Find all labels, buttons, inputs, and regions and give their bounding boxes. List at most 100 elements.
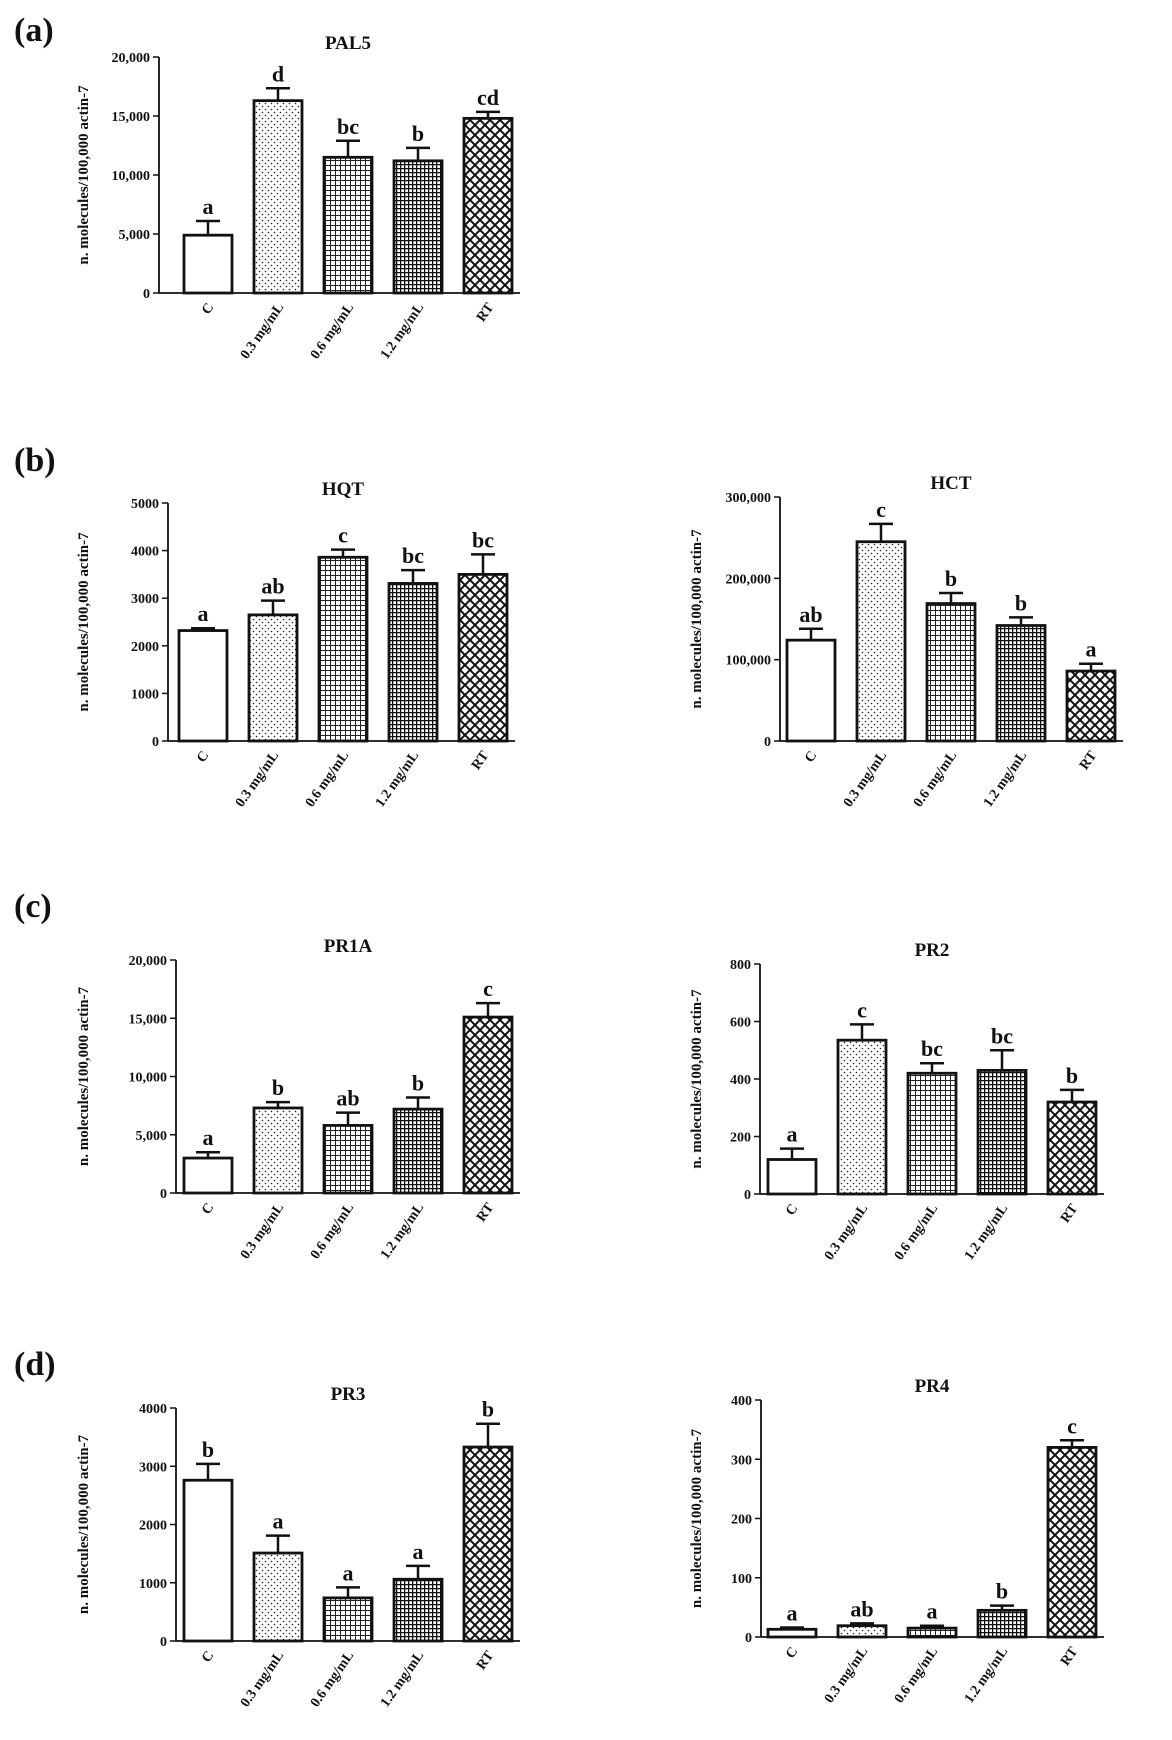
x-tick-label: RT bbox=[474, 300, 498, 325]
x-tick-label: C bbox=[802, 749, 820, 766]
significance-letter: c bbox=[857, 997, 867, 1022]
bar bbox=[906, 1071, 958, 1196]
x-tick-label: 1.2 mg/mL bbox=[981, 749, 1030, 810]
x-tick-label: C bbox=[199, 1201, 217, 1218]
bar bbox=[252, 99, 304, 295]
chart-title: PR3 bbox=[331, 1384, 366, 1405]
bar bbox=[392, 159, 444, 295]
y-tick-label: 2000 bbox=[131, 640, 159, 655]
x-tick-label: C bbox=[194, 749, 212, 766]
chart-hqt: HQT n. molecules/100,000 actin-7 0 1000 2000… bbox=[76, 479, 515, 810]
x-tick-label: C bbox=[783, 1202, 801, 1219]
x-tick-label: C bbox=[783, 1645, 801, 1662]
bar bbox=[1046, 1446, 1098, 1639]
significance-letter: cd bbox=[477, 85, 499, 110]
x-tick-label: 1.2 mg/mL bbox=[378, 1649, 427, 1710]
bar bbox=[855, 540, 907, 743]
bar bbox=[766, 1158, 818, 1196]
x-tick-label: 0.3 mg/mL bbox=[841, 749, 890, 810]
significance-letter: b bbox=[272, 1075, 284, 1100]
bar bbox=[177, 629, 229, 743]
significance-letter: a bbox=[198, 601, 209, 626]
x-tick-label: 0.6 mg/mL bbox=[892, 1202, 941, 1263]
y-tick-label: 0 bbox=[160, 1187, 167, 1202]
chart-pr3: PR3 n. molecules/100,000 actin-7 0 1000 2000… bbox=[76, 1384, 520, 1710]
bar bbox=[457, 573, 509, 743]
significance-letter: ab bbox=[261, 574, 284, 599]
x-tick-label: C bbox=[199, 301, 217, 318]
significance-letter: b bbox=[412, 121, 424, 146]
y-tick-label: 800 bbox=[730, 958, 751, 973]
y-tick-label: 300 bbox=[731, 1453, 752, 1468]
significance-letter: a bbox=[413, 1539, 424, 1564]
x-tick-label: 1.2 mg/mL bbox=[378, 1201, 427, 1262]
x-tick-label: RT bbox=[474, 1200, 498, 1225]
bar bbox=[392, 1107, 444, 1195]
bar bbox=[182, 233, 234, 295]
y-tick-label: 400 bbox=[731, 1394, 752, 1409]
x-tick-label: RT bbox=[1058, 1201, 1082, 1226]
y-tick-label: 3000 bbox=[139, 1460, 167, 1475]
x-tick-label: 0.6 mg/mL bbox=[308, 301, 357, 362]
bar bbox=[976, 1608, 1028, 1639]
bar bbox=[906, 1626, 958, 1639]
bar bbox=[252, 1106, 304, 1195]
bar bbox=[182, 1478, 234, 1643]
x-tick-label: RT bbox=[1077, 748, 1101, 773]
x-tick-label: 0.6 mg/mL bbox=[303, 749, 352, 810]
x-tick-label: 0.3 mg/mL bbox=[238, 301, 287, 362]
y-tick-label: 0 bbox=[745, 1631, 752, 1646]
y-tick-label: 300,000 bbox=[726, 491, 772, 506]
y-tick-label: 5000 bbox=[131, 497, 159, 512]
y-tick-label: 0 bbox=[764, 735, 771, 750]
y-axis-label: n. molecules/100,000 actin-7 bbox=[689, 989, 705, 1169]
significance-letter: b bbox=[1015, 590, 1027, 615]
chart-title: HCT bbox=[930, 473, 972, 494]
y-axis-label: n. molecules/100,000 actin-7 bbox=[76, 986, 92, 1166]
significance-letter: b bbox=[412, 1070, 424, 1095]
y-tick-label: 1000 bbox=[139, 1577, 167, 1592]
x-tick-label: 0.3 mg/mL bbox=[822, 1202, 871, 1263]
x-tick-label: 0.6 mg/mL bbox=[308, 1649, 357, 1710]
bar bbox=[462, 1015, 514, 1195]
chart-title: PAL5 bbox=[325, 33, 371, 54]
significance-letter: b bbox=[1066, 1063, 1078, 1088]
x-tick-label: 0.6 mg/mL bbox=[892, 1645, 941, 1706]
significance-letter: a bbox=[927, 1599, 938, 1624]
y-tick-label: 0 bbox=[744, 1188, 751, 1203]
chart-title: PR1A bbox=[324, 936, 373, 957]
bar bbox=[976, 1068, 1028, 1196]
bar bbox=[322, 155, 374, 295]
x-tick-label: RT bbox=[1058, 1644, 1082, 1669]
panel-label-c: (c) bbox=[14, 888, 52, 925]
bar bbox=[462, 116, 514, 295]
x-tick-label: 1.2 mg/mL bbox=[378, 301, 427, 362]
significance-letter: a bbox=[343, 1560, 354, 1585]
y-tick-label: 200 bbox=[731, 1513, 752, 1528]
chart-title: PR2 bbox=[915, 940, 950, 961]
significance-letter: c bbox=[876, 497, 886, 522]
y-tick-label: 3000 bbox=[131, 592, 159, 607]
chart-pal5: PAL5 n. molecules/100,000 actin-7 0 5,000 10… bbox=[76, 33, 520, 362]
significance-letter: ab bbox=[799, 602, 822, 627]
significance-letter: a bbox=[787, 1122, 798, 1147]
y-axis-label: n. molecules/100,000 actin-7 bbox=[76, 532, 92, 712]
y-tick-label: 15,000 bbox=[112, 110, 151, 125]
significance-letter: a bbox=[273, 1509, 284, 1534]
x-tick-label: 0.6 mg/mL bbox=[911, 749, 960, 810]
y-tick-label: 20,000 bbox=[129, 954, 168, 969]
panel-label-d: (d) bbox=[14, 1346, 56, 1383]
x-tick-label: C bbox=[199, 1649, 217, 1666]
chart-title: HQT bbox=[322, 479, 365, 500]
chart-pr4: PR4 n. molecules/100,000 actin-7 0 100 200 30… bbox=[689, 1376, 1104, 1706]
bar bbox=[252, 1551, 304, 1643]
y-tick-label: 5,000 bbox=[119, 228, 151, 243]
y-tick-label: 0 bbox=[152, 735, 159, 750]
bar bbox=[766, 1627, 818, 1639]
y-axis-label: n. molecules/100,000 actin-7 bbox=[76, 1434, 92, 1614]
y-axis-label: n. molecules/100,000 actin-7 bbox=[689, 1428, 705, 1608]
bar bbox=[836, 1038, 888, 1196]
y-tick-label: 4000 bbox=[139, 1402, 167, 1417]
y-tick-label: 1000 bbox=[131, 687, 159, 702]
bar bbox=[925, 602, 977, 743]
